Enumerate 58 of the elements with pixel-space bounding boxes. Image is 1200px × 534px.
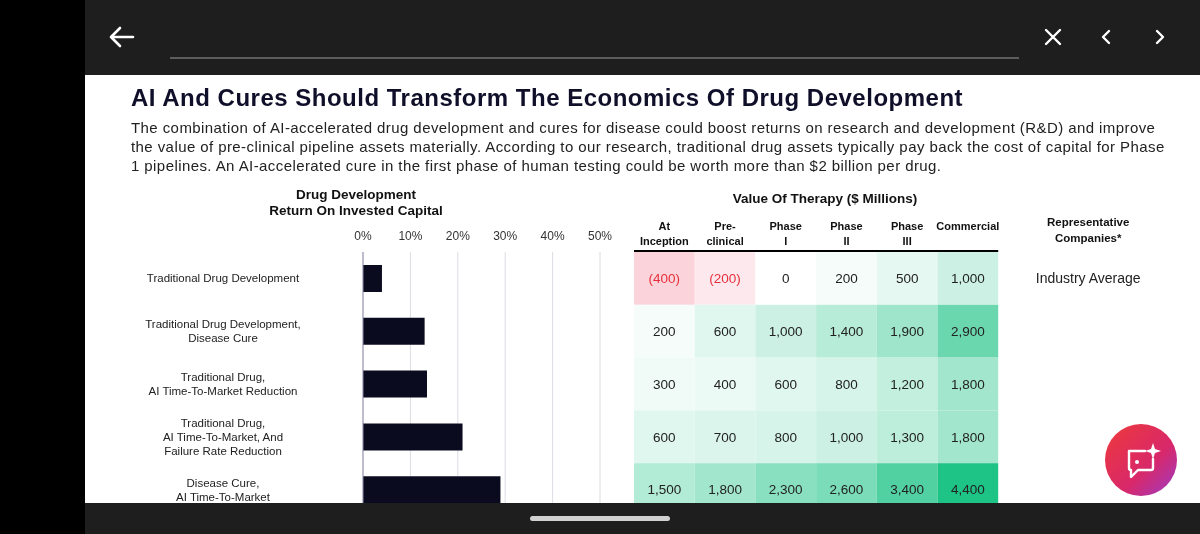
- data-label: 1,500: [647, 482, 682, 498]
- data-label: 600: [653, 429, 676, 445]
- chart-title: Drug Development Return On Invested Capital: [268, 187, 444, 219]
- x-tick-label: 40%: [540, 229, 565, 243]
- data-label: 1,800: [708, 482, 742, 498]
- data-label: 200: [835, 271, 858, 287]
- data-label: 2,600: [829, 482, 864, 498]
- data-label: 1,800: [950, 376, 985, 392]
- x-tick-label: Commercial: [936, 219, 1000, 232]
- data-label: 800: [835, 376, 858, 392]
- data-label: 1,300: [890, 429, 925, 445]
- data-label: 1,000: [950, 271, 985, 287]
- y-tick-label: Disease Cure, AI Time-To-Market: [176, 476, 271, 503]
- data-label: 1,000: [768, 323, 803, 339]
- y-tick-label: Traditional Drug, AI Time-To-Market Reduction: [148, 371, 298, 398]
- y2-tick-label: Industry Average: [1035, 270, 1141, 287]
- x-tick-label: 20%: [445, 229, 471, 243]
- bar: [363, 476, 501, 504]
- data-label: 1,800: [950, 429, 985, 445]
- x-tick-label: Phase I: [769, 219, 802, 247]
- y-tick-label: Traditional Drug Development: [146, 272, 300, 285]
- x-tick-label: 0%: [354, 229, 372, 243]
- bar: [363, 265, 382, 292]
- x-tick-label: Phase III: [890, 219, 924, 247]
- bar: [363, 317, 425, 345]
- x-tick-label: 50%: [587, 229, 613, 243]
- data-label: 800: [774, 429, 798, 445]
- data-label: 1,400: [829, 323, 864, 339]
- data-label: 1,200: [890, 376, 925, 392]
- data-label: 3,400: [890, 482, 925, 498]
- x-tick-label: Pre- clinical: [706, 219, 744, 247]
- data-label: 0: [781, 271, 790, 287]
- data-label: 500: [895, 271, 919, 287]
- y-tick-label: Traditional Drug Development, Disease Cure: [145, 318, 301, 345]
- x-tick-label: At Inception: [639, 219, 690, 247]
- data-label: 600: [713, 323, 737, 339]
- data-label: 1,900: [890, 323, 925, 339]
- y-tick-label: Traditional Drug, AI Time-To-Market, And Failure Rate Reduction: [162, 416, 284, 457]
- x-tick-label: 10%: [398, 229, 423, 243]
- data-label: 1,000: [829, 429, 864, 445]
- data-label: 2,300: [768, 482, 803, 498]
- data-label: 300: [653, 376, 676, 392]
- data-label: (400): [648, 271, 681, 287]
- data-label: (200): [709, 271, 741, 287]
- bar: [363, 370, 427, 398]
- y2-axis-title: Representative Companies*: [1046, 216, 1130, 245]
- text: The combination of AI-accelerated drug development and cures for disease could boost returns on research and development (R&D) and improve the value of pre-clinical pipeline assets materially. According to our research, traditional drug assets typically pay back the cost of capital for Phase 1 pipelines. An AI-accelerated cure in the first phase of human testing could be worth more than $2 billion per drug.: [131, 118, 1166, 175]
- bar: [363, 423, 463, 451]
- data-label: 400: [713, 376, 737, 392]
- x-tick-label: 30%: [493, 229, 518, 243]
- data-label: 4,400: [950, 482, 985, 498]
- data-label: 2,900: [950, 323, 985, 339]
- data-label: 200: [653, 323, 676, 339]
- data-label: 600: [774, 376, 798, 392]
- x-tick-label: Phase II: [830, 219, 863, 247]
- data-label: 700: [713, 429, 737, 445]
- chart-title: Value Of Therapy ($ Millions): [732, 190, 918, 206]
- text: AI And Cures Should Transform The Economics Of Drug Development: [131, 84, 965, 112]
